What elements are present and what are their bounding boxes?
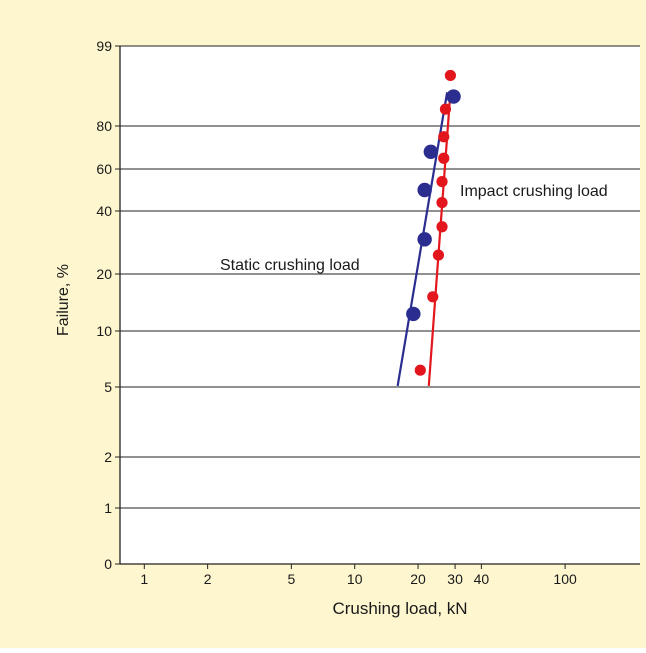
plot-area <box>120 46 640 564</box>
static-data-point <box>417 182 432 198</box>
static-data-point <box>406 306 421 322</box>
axes <box>115 45 640 569</box>
x-tick-labels: 1 2 5 10 20 30 40 100 <box>140 571 577 587</box>
x-tick-label: 40 <box>474 571 490 587</box>
x-axis-label: Crushing load, kN <box>332 599 467 618</box>
impact-data-point <box>438 131 450 143</box>
static-series-label: Static crushing load <box>220 257 360 274</box>
y-tick-label: 1 <box>104 500 112 516</box>
y-tick-label: 60 <box>96 161 112 177</box>
x-tick-label: 30 <box>447 571 463 587</box>
impact-data-point <box>444 69 456 82</box>
impact-data-point <box>414 364 426 376</box>
static-data-point <box>423 144 439 159</box>
impact-series-label: Impact crushing load <box>460 183 608 200</box>
static-data-point <box>446 89 461 104</box>
y-tick-label: 99 <box>96 38 112 54</box>
y-tick-label: 20 <box>96 266 112 282</box>
impact-data-point <box>436 221 448 233</box>
x-tick-label: 2 <box>204 571 212 587</box>
impact-data-point <box>436 176 448 188</box>
y-axis-label: Failure, % <box>55 264 72 336</box>
x-tick-label: 10 <box>347 571 363 587</box>
y-tick-label: 2 <box>104 449 112 465</box>
x-tick-label: 1 <box>140 571 148 587</box>
y-tick-labels: 0 1 2 5 10 20 40 60 80 99 <box>96 38 112 572</box>
impact-data-point <box>427 291 439 303</box>
impact-data-point <box>439 103 452 115</box>
impact-data-point <box>438 152 450 164</box>
x-tick-label: 5 <box>287 571 295 587</box>
y-tick-label: 40 <box>96 203 112 219</box>
impact-data-point <box>432 249 445 261</box>
y-tick-label: 80 <box>96 118 112 134</box>
grid-lines <box>120 45 640 509</box>
impact-data-point <box>436 197 448 209</box>
series-layer <box>396 69 461 387</box>
x-tick-label: 20 <box>410 571 426 587</box>
y-tick-label: 0 <box>104 556 112 572</box>
static-data-point <box>417 232 432 247</box>
x-tick-label: 100 <box>553 571 577 587</box>
y-tick-label: 5 <box>104 379 112 395</box>
y-tick-label: 10 <box>96 323 112 339</box>
